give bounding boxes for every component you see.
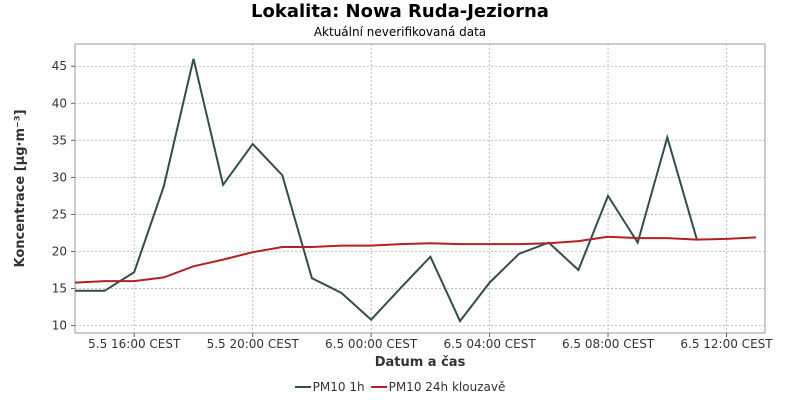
x-tick-label: 6.5 00:00 CEST [325, 337, 418, 351]
chart-title: Lokalita: Nowa Ruda-Jeziorna [251, 1, 549, 22]
x-tick-label: 5.5 16:00 CEST [88, 337, 181, 351]
y-tick-label: 20 [52, 244, 67, 258]
y-tick-label: 25 [52, 207, 67, 221]
legend-label: PM10 1h [312, 380, 365, 394]
plot-area [74, 43, 766, 334]
legend-swatch [294, 386, 311, 388]
x-tick-label: 6.5 08:00 CEST [562, 337, 655, 351]
x-tick-label: 6.5 12:00 CEST [680, 337, 773, 351]
legend-item: PM10 1h [294, 380, 365, 394]
chart-legend: PM10 1h PM10 24h klouzavě [0, 380, 800, 394]
chart-subtitle: Aktuální neverifikovaná data [313, 25, 487, 39]
x-tick-label: 6.5 04:00 CEST [443, 337, 536, 351]
y-tick-label: 15 [52, 282, 67, 296]
x-axis-title: Datum a čas [375, 355, 466, 370]
legend-label: PM10 24h klouzavě [388, 380, 506, 394]
y-tick-label: 40 [52, 96, 67, 110]
y-tick-label: 30 [52, 170, 67, 184]
y-axis-title: Koncentrace [µg·m⁻³] [13, 109, 28, 267]
y-tick-label: 10 [52, 319, 67, 333]
series-line-1 [75, 58, 698, 324]
y-tick-label: 35 [52, 133, 67, 147]
x-tick-label: 5.5 20:00 CEST [207, 337, 300, 351]
legend-item: PM10 24h klouzavě [370, 380, 506, 394]
y-tick-label: 45 [52, 59, 67, 73]
legend-swatch [370, 386, 387, 388]
series-line-2 [74, 235, 757, 284]
